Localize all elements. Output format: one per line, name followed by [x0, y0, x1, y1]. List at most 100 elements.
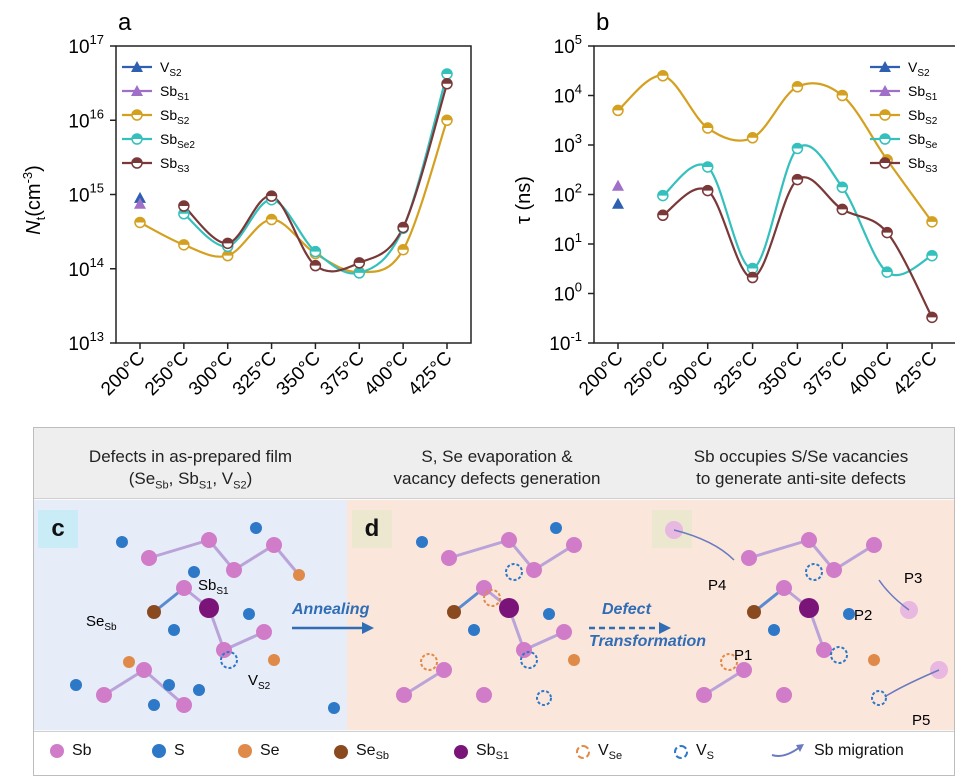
x-tick-label: 250°C	[620, 348, 672, 400]
panel-letter-b: b	[596, 9, 609, 36]
data-point-fill	[792, 174, 803, 180]
legend-marker-fill	[132, 110, 142, 115]
data-point-fill	[442, 68, 452, 74]
data-point-fill	[310, 260, 321, 266]
x-tick-label: 425°C	[404, 348, 456, 400]
legend-swatch	[238, 744, 252, 758]
legend-label: Sb	[72, 742, 92, 759]
panel-letter-a: a	[118, 9, 132, 36]
x-tick-label: 325°C	[229, 348, 281, 400]
data-point-fill	[266, 191, 277, 197]
x-tick-label: 375°C	[799, 348, 851, 400]
data-point-fill	[927, 312, 937, 318]
transformation-label: Transformation	[589, 633, 706, 650]
label-p5: P5	[912, 712, 930, 729]
data-point-fill	[354, 267, 365, 273]
legend-item: VSe	[576, 742, 622, 762]
legend-marker-fill	[880, 110, 890, 115]
legend-marker-fill	[880, 158, 890, 163]
label-v-s2: VS2	[248, 672, 271, 692]
data-point-fill	[310, 246, 321, 252]
data-point-fill	[702, 161, 713, 167]
legend-marker	[131, 85, 143, 96]
x-tick-label: 350°C	[755, 348, 807, 400]
structure-c	[70, 522, 340, 714]
annealing-arrow-head	[362, 622, 374, 634]
legend-swatch	[576, 745, 590, 760]
y-axis-label-b: τ (ns)	[513, 176, 535, 224]
data-point	[134, 191, 146, 203]
data-point-fill	[882, 227, 893, 233]
legend-label: Sb migration	[814, 742, 904, 759]
defect-arrow-head	[659, 622, 671, 634]
legend-label: SbS1	[908, 83, 938, 103]
y-tick-label: 1016	[68, 106, 104, 132]
legend-item: Sb migration	[770, 742, 904, 760]
legend-item: VS	[674, 742, 714, 762]
y-tick-label: 104	[554, 82, 582, 108]
structure-d	[396, 522, 582, 706]
panel-letter-d: d	[352, 510, 392, 548]
legend-marker-fill	[132, 134, 142, 139]
data-point-fill	[442, 78, 452, 84]
legend-label: VS	[696, 742, 715, 763]
x-tick-label: 200°C	[575, 348, 627, 400]
legend-marker-fill	[880, 134, 890, 139]
y-tick-label: 1014	[68, 255, 104, 281]
data-point-fill	[837, 182, 848, 188]
y-tick-label: 101	[554, 230, 582, 256]
legend-label: SbSe2	[160, 131, 195, 151]
data-point-fill	[837, 90, 848, 96]
legend-label: SeSb	[356, 742, 390, 763]
legend-swatch	[674, 745, 688, 760]
chart-a: a 1013 1014 1015 1016 1017 200°C250°C300°C32…	[20, 9, 472, 400]
x-tick-label: 400°C	[844, 348, 896, 400]
x-tick-label: 300°C	[665, 348, 717, 400]
data-point-fill	[792, 143, 803, 149]
data-point-fill	[927, 250, 937, 256]
plot-frame-b	[593, 45, 955, 344]
x-tick-label: 200°C	[97, 348, 149, 400]
data-point-fill	[747, 272, 758, 278]
data-point-fill	[398, 244, 409, 250]
legend-swatch	[771, 744, 804, 757]
y-tick-label: 10-1	[549, 329, 582, 355]
data-point-fill	[178, 239, 189, 245]
y-axis-label-a: Nt(cm-3)	[20, 165, 48, 235]
legend-label: Se	[260, 742, 280, 759]
data-point	[134, 197, 146, 209]
schematic-drawing: SeSb SbS1 VS2 Annealing	[70, 521, 948, 729]
legend-label: SbS3	[160, 155, 190, 175]
legend-label: SbS2	[160, 107, 190, 127]
structure-e	[665, 521, 948, 706]
schematic-legend: Sb S Se SeSb SbS1 VSe VS Sb migration	[34, 731, 954, 775]
data-point-fill	[398, 222, 409, 228]
label-p1: P1	[734, 647, 752, 664]
legend-item: SeSb	[334, 742, 389, 762]
legend-marker-fill	[132, 158, 142, 163]
legend-label: SbS2	[908, 107, 938, 127]
legend-item: Se	[238, 742, 280, 760]
legend-label: S	[174, 742, 185, 759]
legend-swatch	[454, 745, 468, 760]
data-point-fill	[927, 216, 937, 222]
data-point-fill	[657, 70, 668, 76]
caption-d: S, Se evaporation & vacancy defects gene…	[393, 447, 601, 488]
data-point-fill	[702, 185, 713, 191]
label-se-sb: SeSb	[86, 613, 117, 633]
legend-item: Sb	[50, 742, 92, 760]
x-tick-label: 375°C	[316, 348, 368, 400]
data-point-fill	[657, 210, 668, 216]
data-point-fill	[178, 201, 189, 207]
y-tick-label: 1017	[68, 32, 104, 58]
panel-c-background	[34, 500, 347, 730]
legend-item: SbS1	[454, 742, 509, 762]
data-point-fill	[613, 105, 623, 111]
x-tick-label: 425°C	[889, 348, 941, 400]
annealing-label: Annealing	[291, 601, 370, 618]
label-p4: P4	[708, 577, 726, 594]
x-tick-label: 325°C	[710, 348, 762, 400]
y-tick-label: 1015	[68, 181, 104, 207]
data-point-fill	[442, 115, 452, 121]
data-point-fill	[702, 123, 713, 129]
